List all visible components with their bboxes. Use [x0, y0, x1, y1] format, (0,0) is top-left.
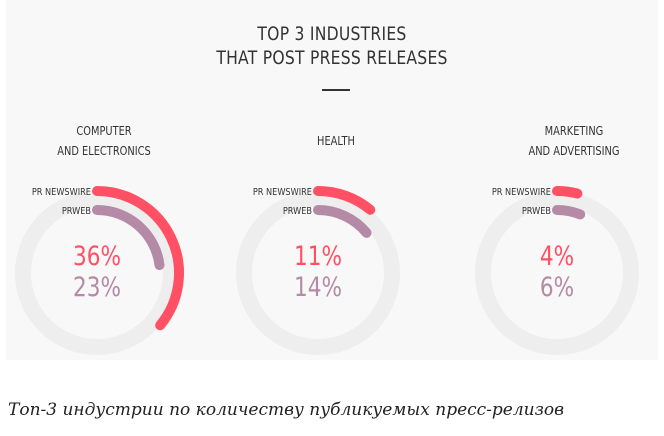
arc-pr-newswire-marketing [552, 186, 583, 199]
series-label-prweb-health: PRWEB [283, 206, 312, 217]
series-label-prweb-marketing: PRWEB [522, 206, 551, 217]
value-label-pr-newswire-computer: 36% [73, 240, 121, 272]
arc-prweb-marketing [552, 205, 586, 220]
track-ring-computer [15, 191, 179, 355]
title-line-1: TOP 3 INDUSTRIES [257, 23, 407, 45]
value-label-prweb-health: 14% [294, 271, 342, 303]
arc-pr-newswire-computer [92, 186, 184, 331]
industry-label-health: HEALTH [317, 134, 355, 148]
value-label-prweb-marketing: 6% [540, 271, 574, 303]
arc-prweb-health [313, 205, 372, 238]
figure-caption: Топ-3 индустрии по количеству публикуемы… [8, 400, 565, 420]
track-ring-marketing [475, 191, 639, 355]
value-label-prweb-computer: 23% [73, 271, 121, 303]
value-label-pr-newswire-health: 11% [294, 240, 342, 272]
arc-prweb-computer [92, 205, 165, 271]
industry-label-computer: COMPUTER AND ELECTRONICS [57, 124, 151, 158]
arc-pr-newswire-health [313, 186, 376, 215]
series-label-prweb-computer: PRWEB [62, 206, 91, 217]
title-divider [322, 89, 350, 91]
infographic-panel [6, 0, 658, 360]
industry-label-marketing: MARKETING AND ADVERTISING [528, 124, 620, 158]
chart-title: TOP 3 INDUSTRIES THAT POST PRESS RELEASE… [60, 22, 604, 70]
series-label-pr-newswire-marketing: PR NEWSWIRE [492, 187, 551, 198]
series-label-pr-newswire-computer: PR NEWSWIRE [32, 187, 91, 198]
title-line-2: THAT POST PRESS RELEASES [216, 47, 448, 69]
series-label-pr-newswire-health: PR NEWSWIRE [253, 187, 312, 198]
track-ring-health [236, 191, 400, 355]
value-label-pr-newswire-marketing: 4% [540, 240, 574, 272]
